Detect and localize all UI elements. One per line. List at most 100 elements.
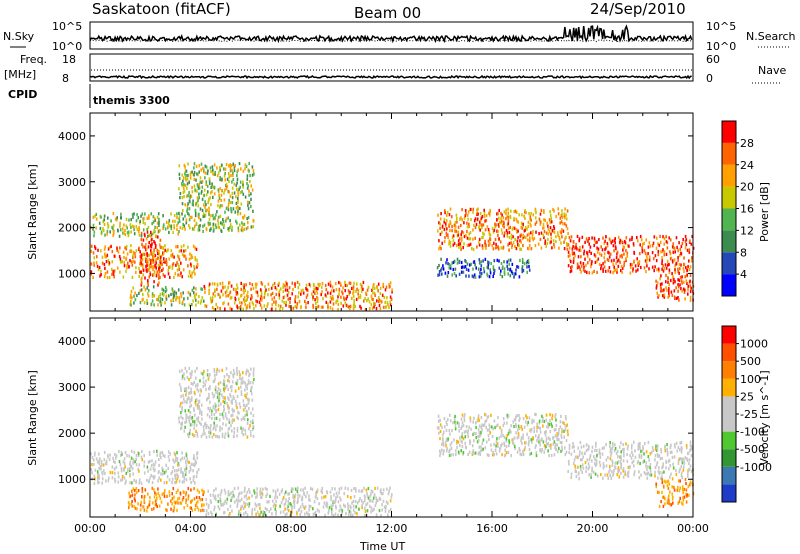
data-cell: [134, 291, 136, 295]
data-cell: [548, 422, 551, 427]
data-cell: [524, 216, 526, 220]
data-cell: [177, 501, 179, 505]
data-cell: [137, 452, 140, 456]
data-cell: [484, 219, 486, 223]
data-cell: [629, 265, 632, 269]
data-cell: [436, 266, 439, 270]
data-cell: [158, 217, 160, 221]
data-cell: [446, 437, 448, 441]
data-cell: [347, 289, 350, 293]
data-cell: [361, 506, 363, 510]
data-cell: [688, 267, 691, 272]
data-cell: [521, 257, 524, 262]
data-cell: [150, 302, 153, 306]
data-cell: [326, 505, 328, 509]
data-cell: [578, 248, 580, 252]
data-cell: [689, 440, 692, 444]
data-cell: [231, 429, 233, 433]
data-cell: [496, 245, 498, 249]
data-cell: [148, 503, 151, 507]
data-cell: [557, 433, 560, 437]
data-cell: [555, 235, 557, 239]
data-cell: [244, 432, 247, 436]
data-cell: [444, 441, 447, 445]
data-cell: [90, 249, 93, 253]
data-cell: [233, 427, 236, 431]
data-cell: [574, 469, 577, 473]
data-cell: [675, 296, 678, 300]
data-cell: [580, 264, 583, 268]
data-cell: [219, 501, 222, 505]
data-cell: [203, 223, 206, 227]
data-cell: [174, 476, 177, 480]
data-cell: [204, 421, 207, 425]
data-cell: [678, 278, 681, 282]
data-cell: [668, 270, 671, 274]
data-cell: [549, 226, 552, 230]
data-cell: [120, 467, 123, 471]
data-cell: [301, 502, 304, 506]
data-cell: [108, 476, 110, 480]
data-cell: [344, 486, 347, 490]
data-cell: [152, 257, 155, 261]
data-cell: [478, 227, 481, 231]
data-cell: [226, 289, 228, 293]
data-cell: [187, 415, 189, 420]
data-cell: [291, 507, 293, 511]
data-cell: [479, 220, 481, 224]
colorbar-swatch: [722, 252, 736, 275]
data-cell: [617, 460, 620, 464]
data-cell: [510, 270, 513, 274]
data-cell: [249, 173, 251, 178]
data-cell: [648, 458, 650, 462]
data-cell: [535, 450, 538, 455]
data-cell: [656, 281, 659, 285]
data-cell: [522, 222, 524, 226]
data-cell: [485, 413, 487, 417]
data-cell: [488, 275, 491, 279]
data-cell: [475, 432, 477, 436]
data-cell: [691, 256, 693, 260]
data-cell: [355, 289, 357, 293]
data-cell: [227, 378, 229, 383]
data-cell: [450, 441, 453, 445]
data-cell: [207, 199, 210, 203]
data-cell: [689, 279, 691, 283]
data-cell: [685, 488, 688, 492]
data-cell: [526, 227, 528, 231]
data-cell: [223, 174, 226, 178]
data-cell: [211, 435, 214, 439]
data-cell: [445, 428, 448, 432]
data-cell: [199, 498, 202, 502]
data-cell: [665, 466, 667, 470]
data-cell: [210, 203, 212, 207]
data-cell: [449, 264, 452, 268]
data-cell: [595, 441, 597, 445]
data-cell: [515, 431, 517, 435]
data-cell: [133, 232, 136, 236]
data-cell: [502, 224, 504, 228]
data-cell: [527, 220, 530, 224]
data-cell: [476, 419, 479, 423]
data-cell: [170, 299, 172, 303]
data-cell: [537, 425, 540, 429]
data-cell: [237, 196, 239, 200]
data-cell: [673, 295, 676, 299]
data-cell: [549, 210, 551, 214]
data-cell: [199, 379, 201, 383]
data-cell: [558, 235, 561, 239]
data-cell: [246, 397, 249, 401]
noise-strip: N.Sky 10^5 10^0 10^5 10^0 N.Search: [3, 20, 796, 53]
data-cell: [198, 196, 200, 200]
data-cell: [587, 254, 589, 259]
data-cell: [566, 227, 569, 231]
data-cell: [205, 387, 207, 391]
data-cell: [658, 269, 660, 273]
data-cell: [141, 276, 143, 280]
data-cell: [235, 183, 238, 187]
data-cell: [105, 255, 108, 259]
data-cell: [119, 270, 121, 274]
data-cell: [630, 446, 633, 450]
data-cell: [209, 221, 211, 226]
